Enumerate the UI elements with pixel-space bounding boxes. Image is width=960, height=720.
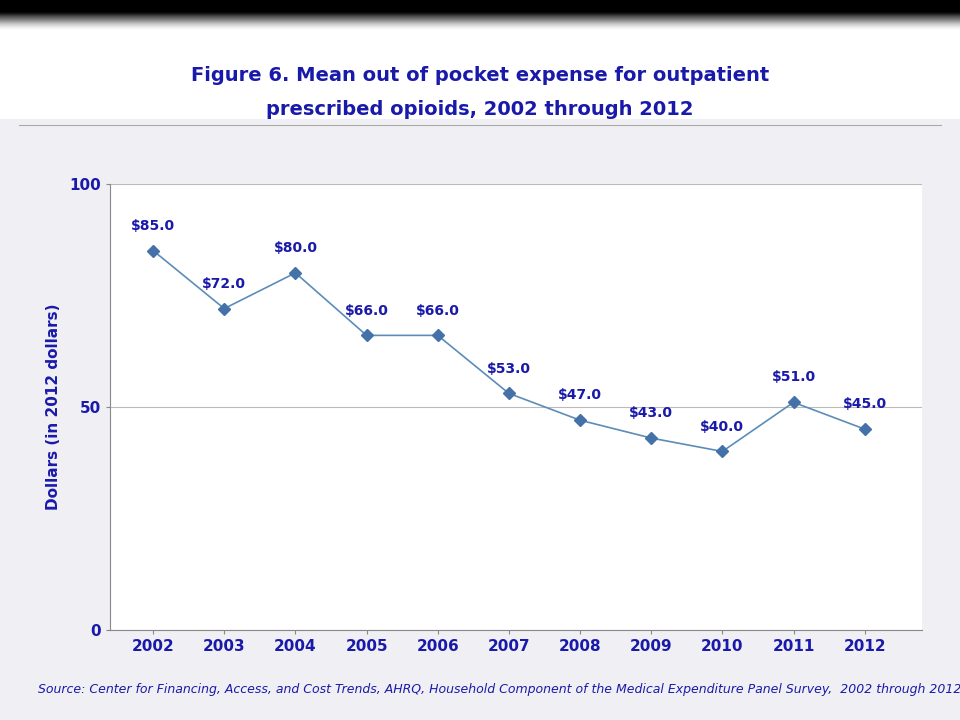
Text: $45.0: $45.0 (843, 397, 887, 411)
Text: Source: Center for Financing, Access, and Cost Trends, AHRQ, Household Component: Source: Center for Financing, Access, an… (38, 683, 960, 696)
Text: $80.0: $80.0 (274, 241, 318, 255)
Text: $51.0: $51.0 (772, 371, 816, 384)
Text: $43.0: $43.0 (629, 406, 673, 420)
Text: $66.0: $66.0 (345, 304, 389, 318)
Text: $66.0: $66.0 (416, 304, 460, 318)
Text: $85.0: $85.0 (131, 219, 175, 233)
Text: prescribed opioids, 2002 through 2012: prescribed opioids, 2002 through 2012 (266, 100, 694, 119)
Text: $47.0: $47.0 (558, 388, 602, 402)
Y-axis label: Dollars (in 2012 dollars): Dollars (in 2012 dollars) (46, 304, 61, 510)
Text: Figure 6. Mean out of pocket expense for outpatient: Figure 6. Mean out of pocket expense for… (191, 66, 769, 85)
Text: $53.0: $53.0 (487, 361, 531, 376)
Text: $72.0: $72.0 (203, 276, 247, 291)
Text: $40.0: $40.0 (701, 420, 744, 433)
